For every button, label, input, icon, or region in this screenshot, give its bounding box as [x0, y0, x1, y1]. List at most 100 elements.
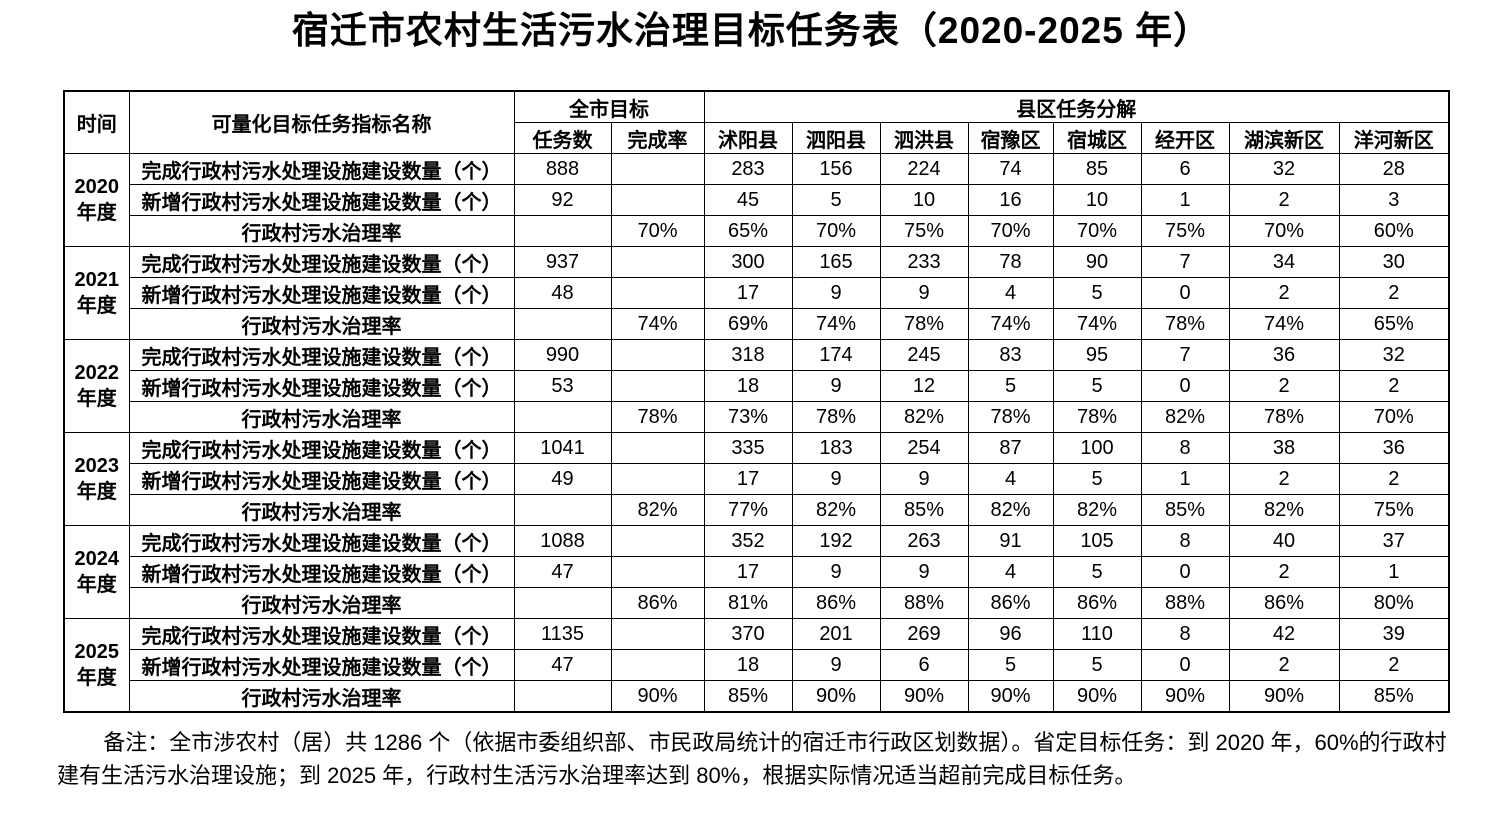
county-value-cell: 70%	[1052, 215, 1142, 248]
county-value-cell: 233	[879, 246, 969, 279]
county-value-cell: 65%	[1338, 308, 1450, 341]
county-value-cell: 70%	[967, 215, 1054, 248]
county-value-cell: 85%	[1338, 680, 1450, 713]
header-indicator-name: 可量化目标任务指标名称	[128, 90, 515, 155]
county-value-cell: 96	[967, 618, 1054, 651]
completion-rate-cell	[610, 525, 705, 558]
completion-rate-cell	[610, 277, 705, 310]
county-value-cell: 70%	[791, 215, 881, 248]
county-value-cell: 269	[879, 618, 969, 651]
table-header: 时间 可量化目标任务指标名称 全市目标 县区任务分解 任务数 完成率 沭阳县 泗…	[63, 90, 1450, 155]
county-value-cell: 5	[1052, 649, 1142, 682]
year-suffix: 年度	[76, 202, 117, 225]
task-count-cell: 53	[513, 370, 612, 403]
county-value-cell: 82%	[791, 494, 881, 527]
county-value-cell: 73%	[703, 401, 793, 434]
county-value-cell: 9	[791, 556, 881, 589]
county-value-cell: 100	[1052, 432, 1142, 465]
year-group-row: 2024 年度 完成行政村污水处理设施建设数量（个） 1088 352 192 263 91 1…	[63, 525, 1450, 620]
task-count-cell: 49	[513, 463, 612, 496]
county-value-cell: 4	[967, 556, 1054, 589]
county-value-cell: 105	[1052, 525, 1142, 558]
county-value-cell: 40	[1228, 525, 1340, 558]
year-group-row: 行政村污水治理率 70% 65% 70% 75% 70% 70% 75% 70% 60%	[64, 215, 1450, 248]
county-value-cell: 8	[1140, 432, 1230, 465]
county-value-cell: 45	[703, 184, 793, 217]
county-value-cell: 78%	[1228, 401, 1340, 434]
county-value-cell: 78%	[967, 401, 1054, 434]
county-value-cell: 85	[1052, 153, 1142, 186]
county-value-cell: 4	[967, 463, 1054, 496]
year-cell: 2025 年度	[63, 618, 130, 713]
indicator-cell-completed: 完成行政村污水处理设施建设数量（个）	[128, 339, 515, 372]
indicator-cell-added: 新增行政村污水处理设施建设数量（个）	[128, 277, 515, 310]
header-row-1: 时间 可量化目标任务指标名称 全市目标 县区任务分解	[63, 90, 1450, 155]
task-count-cell: 1041	[513, 432, 612, 465]
indicator-cell-added: 新增行政村污水处理设施建设数量（个）	[128, 556, 515, 589]
county-value-cell: 4	[967, 277, 1054, 310]
county-value-cell: 42	[1228, 618, 1340, 651]
county-value-cell: 1	[1140, 184, 1230, 217]
completion-rate-cell: 90%	[610, 680, 705, 713]
county-value-cell: 2	[1228, 184, 1340, 217]
county-value-cell: 0	[1140, 556, 1230, 589]
county-value-cell: 335	[703, 432, 793, 465]
county-value-cell: 69%	[703, 308, 793, 341]
county-value-cell: 32	[1338, 339, 1450, 372]
county-value-cell: 9	[791, 463, 881, 496]
document-page: 宿迁市农村生活污水治理目标任务表（2020-2025 年） 时间 可量化目标任务…	[0, 8, 1503, 792]
county-value-cell: 91	[967, 525, 1054, 558]
county-value-cell: 2	[1228, 649, 1340, 682]
county-value-cell: 70%	[1228, 215, 1340, 248]
year-cell: 2023 年度	[63, 432, 130, 527]
county-value-cell: 83	[967, 339, 1054, 372]
county-value-cell: 183	[791, 432, 881, 465]
county-value-cell: 78%	[1140, 308, 1230, 341]
county-value-cell: 32	[1228, 153, 1340, 186]
year-cell: 2024 年度	[63, 525, 130, 620]
indicator-cell-added: 新增行政村污水处理设施建设数量（个）	[128, 649, 515, 682]
year-group-row: 新增行政村污水处理设施建设数量（个） 48 17 9 9 4 5 0 2 2	[64, 277, 1450, 310]
county-value-cell: 9	[879, 556, 969, 589]
year-cell: 2022 年度	[63, 339, 130, 434]
completion-rate-cell	[610, 618, 705, 651]
page-title: 宿迁市农村生活污水治理目标任务表（2020-2025 年）	[291, 10, 1212, 51]
county-value-cell: 2	[1338, 463, 1450, 496]
county-value-cell: 80%	[1338, 587, 1450, 620]
year-suffix: 年度	[76, 295, 117, 318]
county-value-cell: 17	[703, 277, 793, 310]
county-value-cell: 9	[791, 649, 881, 682]
county-value-cell: 16	[967, 184, 1054, 217]
completion-rate-cell	[610, 153, 705, 186]
county-value-cell: 156	[791, 153, 881, 186]
county-value-cell: 90%	[791, 680, 881, 713]
task-count-cell: 1088	[513, 525, 612, 558]
county-value-cell: 90	[1052, 246, 1142, 279]
county-value-cell: 95	[1052, 339, 1142, 372]
county-value-cell: 87	[967, 432, 1054, 465]
year-group-row: 新增行政村污水处理设施建设数量（个） 47 18 9 6 5 5 0 2 2	[64, 649, 1450, 682]
county-value-cell: 1	[1140, 463, 1230, 496]
county-value-cell: 85%	[1140, 494, 1230, 527]
county-value-cell: 17	[703, 556, 793, 589]
county-value-cell: 18	[703, 370, 793, 403]
county-value-cell: 192	[791, 525, 881, 558]
completion-rate-cell	[610, 246, 705, 279]
year-cell: 2021 年度	[63, 246, 130, 341]
task-count-cell	[513, 587, 612, 620]
county-value-cell: 8	[1140, 525, 1230, 558]
indicator-cell-completed: 完成行政村污水处理设施建设数量（个）	[128, 153, 515, 186]
county-value-cell: 318	[703, 339, 793, 372]
indicator-cell-completed: 完成行政村污水处理设施建设数量（个）	[128, 246, 515, 279]
county-value-cell: 74	[967, 153, 1054, 186]
year-group-row: 2023 年度 完成行政村污水处理设施建设数量（个） 1041 335 183 254 87 1…	[63, 432, 1450, 527]
county-value-cell: 82%	[1052, 494, 1142, 527]
task-count-cell	[513, 401, 612, 434]
task-count-cell: 888	[513, 153, 612, 186]
county-value-cell: 12	[879, 370, 969, 403]
header-county-sucheng: 宿城区	[1052, 122, 1142, 155]
indicator-cell-completed: 完成行政村污水处理设施建设数量（个）	[128, 525, 515, 558]
county-value-cell: 88%	[1140, 587, 1230, 620]
county-value-cell: 9	[791, 277, 881, 310]
county-value-cell: 82%	[879, 401, 969, 434]
